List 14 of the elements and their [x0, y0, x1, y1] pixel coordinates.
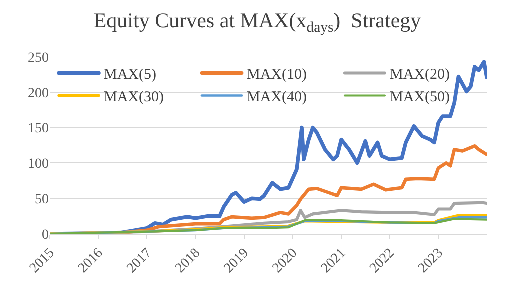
legend-label: MAX(10)	[247, 67, 307, 84]
legend-label: MAX(50)	[390, 90, 450, 106]
legend-label: MAX(5)	[104, 67, 156, 84]
y-tick-label: 250	[28, 50, 49, 66]
y-tick-label: 50	[35, 192, 49, 208]
x-tick-label: 2021	[318, 246, 350, 276]
legend-label: MAX(20)	[390, 67, 450, 84]
y-tick-label: 100	[28, 157, 49, 172]
y-tick-label: 200	[28, 86, 49, 102]
legend-label: MAX(30)	[104, 90, 164, 106]
legend-label: MAX(40)	[247, 90, 307, 106]
y-tick-label: 150	[28, 122, 49, 137]
y-tick-label: 0	[42, 228, 49, 243]
chart-title: Equity Curves at MAX(x$_{days}$) Strategy	[94, 8, 422, 36]
